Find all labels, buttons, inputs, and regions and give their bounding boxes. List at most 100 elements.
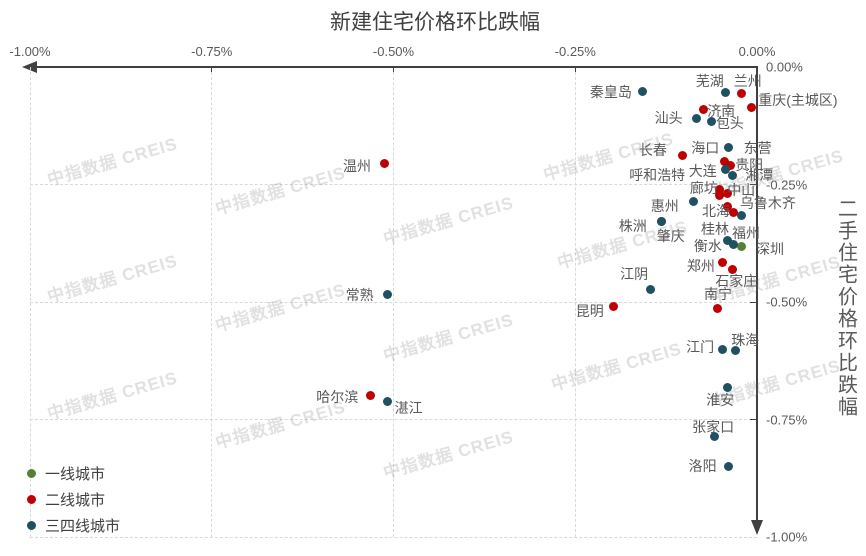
data-point-label: 肇庆 [656,228,685,245]
x-tick-label: -0.25% [554,44,596,59]
data-point[interactable] [365,390,375,400]
data-point[interactable] [645,285,655,295]
data-point-label: 芜湖 [695,72,724,89]
gridline-horizontal [30,419,757,420]
data-point-label: 江门 [686,338,715,355]
watermark: 中指数据 CREIS [381,427,516,483]
data-point-label: 株洲 [618,218,647,235]
legend-label: 三四线城市 [45,517,121,535]
data-point-label: 江阴 [620,265,649,282]
legend-item[interactable]: 二线城市 [27,486,120,512]
data-point-label: 海口 [691,139,720,156]
data-point[interactable] [736,241,746,251]
data-point-label: 廊坊 [689,179,718,196]
watermark: 中指数据 CREIS [45,251,180,307]
y-tick-label: -0.75% [766,412,808,427]
legend-item[interactable]: 三四线城市 [27,512,120,538]
data-point-label: 乌鲁木齐 [739,195,796,212]
data-point[interactable] [721,165,731,175]
data-point-label: 深圳 [756,241,784,258]
x-axis-tick [574,67,576,72]
data-point[interactable] [747,103,757,113]
data-point-label: 衡水 [693,237,722,254]
watermark: 中指数据 CREIS [381,193,516,249]
watermark: 中指数据 CREIS [45,134,180,190]
data-point[interactable] [718,257,728,267]
data-point-label: 温州 [343,157,372,174]
data-point-label: 呼和浩特 [629,167,686,184]
watermark: 中指数据 CREIS [549,339,684,395]
data-point-label: 石家庄 [715,273,758,290]
data-point[interactable] [698,105,708,115]
legend-swatch-icon [27,468,36,478]
data-point-label: 东营 [743,139,772,156]
data-point[interactable] [715,191,725,201]
y-axis-tick [750,419,757,420]
data-point-label: 郑州 [686,258,715,275]
x-axis-tick [211,67,213,72]
data-point[interactable] [719,157,729,167]
data-point[interactable] [727,170,737,180]
data-point-label: 常熟 [345,287,374,303]
data-point-label: 北海 [702,203,730,220]
legend-swatch-icon [27,494,36,504]
gridline-horizontal [30,184,757,185]
data-point[interactable] [692,113,702,123]
data-point-label: 珠海 [731,331,760,348]
data-point-label: 济南 [707,102,736,119]
data-point[interactable] [728,207,738,217]
data-point[interactable] [730,346,740,356]
y-axis-title: 二手住宅价格环比跌幅 [834,198,857,418]
data-point[interactable] [724,461,734,471]
data-point[interactable] [609,301,619,311]
data-point[interactable] [709,432,719,442]
data-point-label: 兰州 [733,72,762,89]
data-point[interactable] [638,87,648,97]
data-point[interactable] [383,396,393,406]
data-point-label: 湛江 [394,400,423,417]
data-point[interactable] [689,197,699,207]
legend: 一线城市二线城市三四线城市 [27,460,120,538]
data-point[interactable] [712,303,722,313]
legend-label: 二线城市 [45,491,106,509]
gridline-horizontal [30,536,757,538]
data-point[interactable] [383,289,393,299]
data-point[interactable] [724,143,734,153]
y-tick-label: -0.25% [766,177,808,192]
data-point-label: 桂林 [701,220,729,237]
data-point[interactable] [728,239,738,249]
data-point-label: 重庆(主城区) [758,91,838,108]
watermark: 中指数据 CREIS [213,163,348,219]
legend-item[interactable]: 一线城市 [27,460,120,486]
data-point-label: 张家口 [692,418,735,435]
data-point[interactable] [725,160,735,170]
watermark: 中指数据 CREIS [213,280,348,336]
data-point-label: 惠州 [650,197,679,214]
data-point[interactable] [717,345,727,355]
data-point[interactable] [727,264,737,274]
data-point[interactable] [714,184,724,194]
data-point[interactable] [722,189,732,199]
data-point[interactable] [379,159,389,169]
data-point[interactable] [707,117,717,127]
y-tick-label: -0.50% [766,294,808,310]
data-point[interactable] [736,211,746,221]
data-point-label: 湘潭 [745,167,774,184]
y-tick-label: -1.00% [766,529,808,545]
data-point[interactable] [723,201,733,211]
data-point[interactable] [657,216,667,226]
data-point-label: 哈尔滨 [316,389,359,406]
data-point[interactable] [678,151,688,161]
watermark: 中指数据 CREIS [45,368,180,424]
data-point-label: 洛阳 [688,458,717,475]
data-point[interactable] [722,382,732,392]
y-tick-label: 0.00% [766,59,803,75]
data-point[interactable] [721,88,731,98]
x-tick-label: 0.00% [738,44,776,59]
data-point-label: 中山 [727,181,756,198]
y-axis-tick [750,301,757,303]
data-point[interactable] [723,236,733,246]
y-axis-arrow-down-icon [751,520,763,535]
data-point[interactable] [737,89,747,99]
